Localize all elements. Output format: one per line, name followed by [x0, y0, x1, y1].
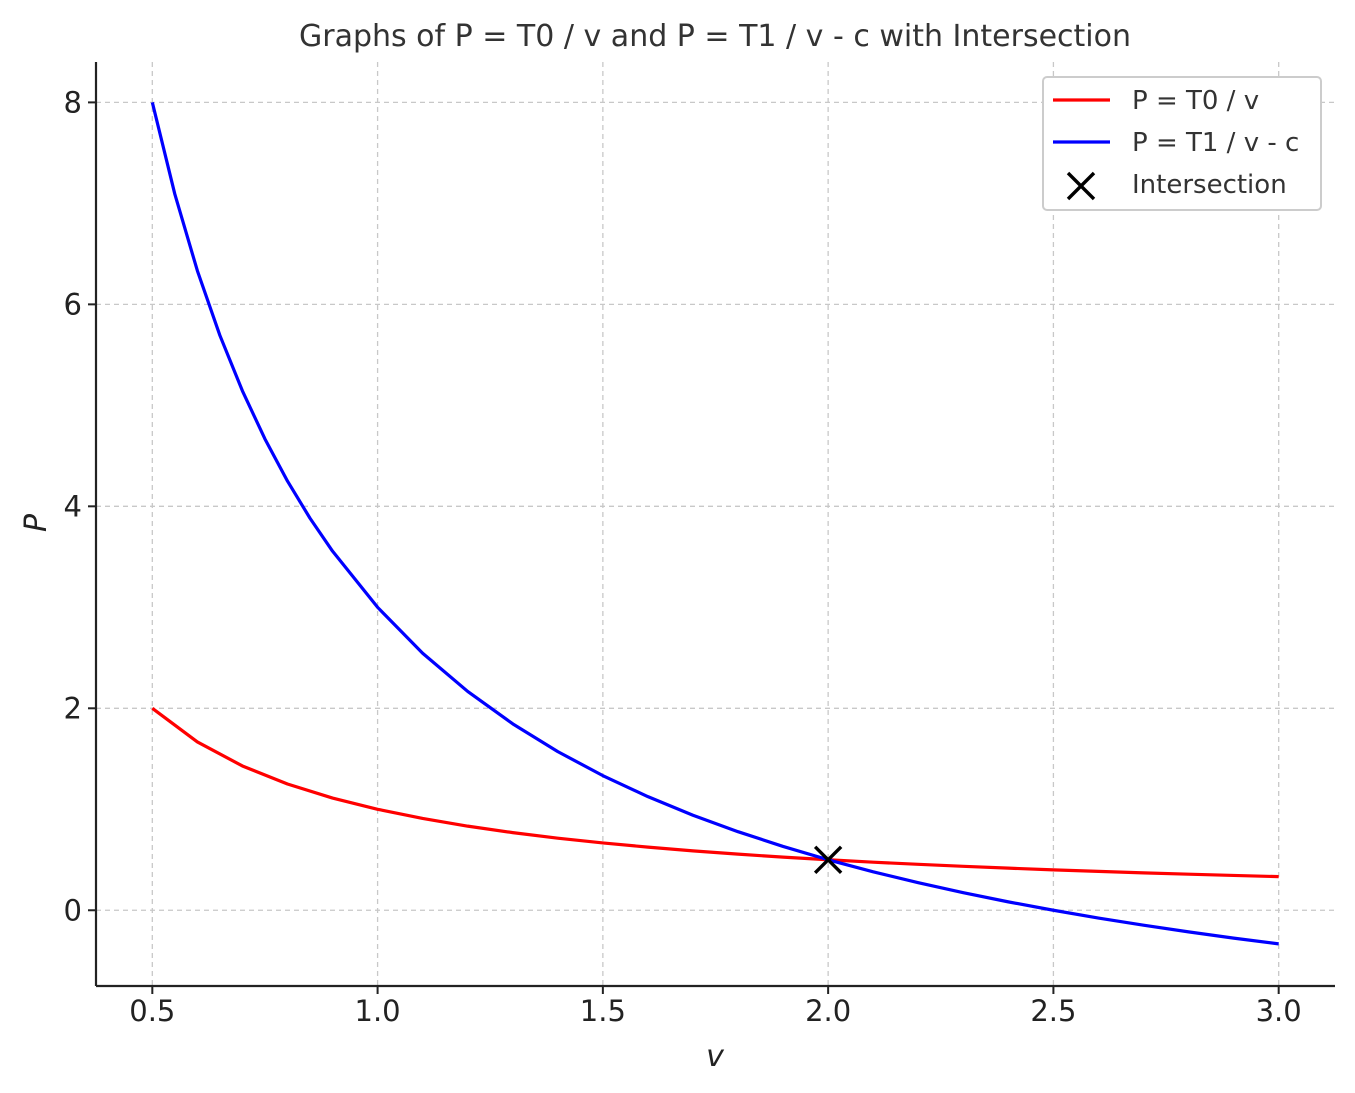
marker-stroke	[1066, 171, 1096, 201]
chart-title: Graphs of P = T0 / v and P = T1 / v - c …	[299, 19, 1131, 54]
y-tick-label: 6	[64, 287, 82, 321]
series-line-0	[151, 707, 1279, 879]
x-tick-label: 2.5	[1030, 994, 1076, 1028]
x-tick-label: 2.0	[805, 994, 851, 1028]
legend-label-0: P = T0 / v	[1132, 86, 1259, 116]
x-tick-label: 0.5	[129, 994, 175, 1028]
series-line-1	[150, 102, 1279, 946]
legend: P = T0 / v P = T1 / v - c Intersection	[1042, 76, 1322, 211]
x-tick-label: 1.5	[580, 994, 626, 1028]
y-tick-label: 8	[64, 85, 82, 119]
legend-label-1: P = T1 / v - c	[1132, 128, 1299, 158]
y-axis-label: P	[19, 513, 54, 532]
series-layer	[150, 102, 1279, 946]
x-tick-label: 3.0	[1256, 994, 1302, 1028]
marker-layer	[813, 845, 843, 874]
grid-layer	[96, 62, 1335, 986]
y-tick-label: 4	[64, 489, 82, 523]
axes-layer: 0.5 1.0 1.5 2.0 2.5 3.0 0 2 4 6 8	[64, 62, 1335, 1028]
x-axis-label: v	[706, 1039, 725, 1074]
legend-marker-swatch	[1066, 171, 1096, 201]
intersection-marker	[813, 845, 843, 874]
legend-box	[1042, 76, 1322, 211]
x-tick-label: 1.0	[355, 994, 401, 1028]
marker-stroke	[813, 845, 843, 874]
y-tick-label: 0	[64, 893, 82, 927]
y-tick-label: 2	[64, 691, 82, 725]
legend-label-2: Intersection	[1132, 170, 1287, 200]
